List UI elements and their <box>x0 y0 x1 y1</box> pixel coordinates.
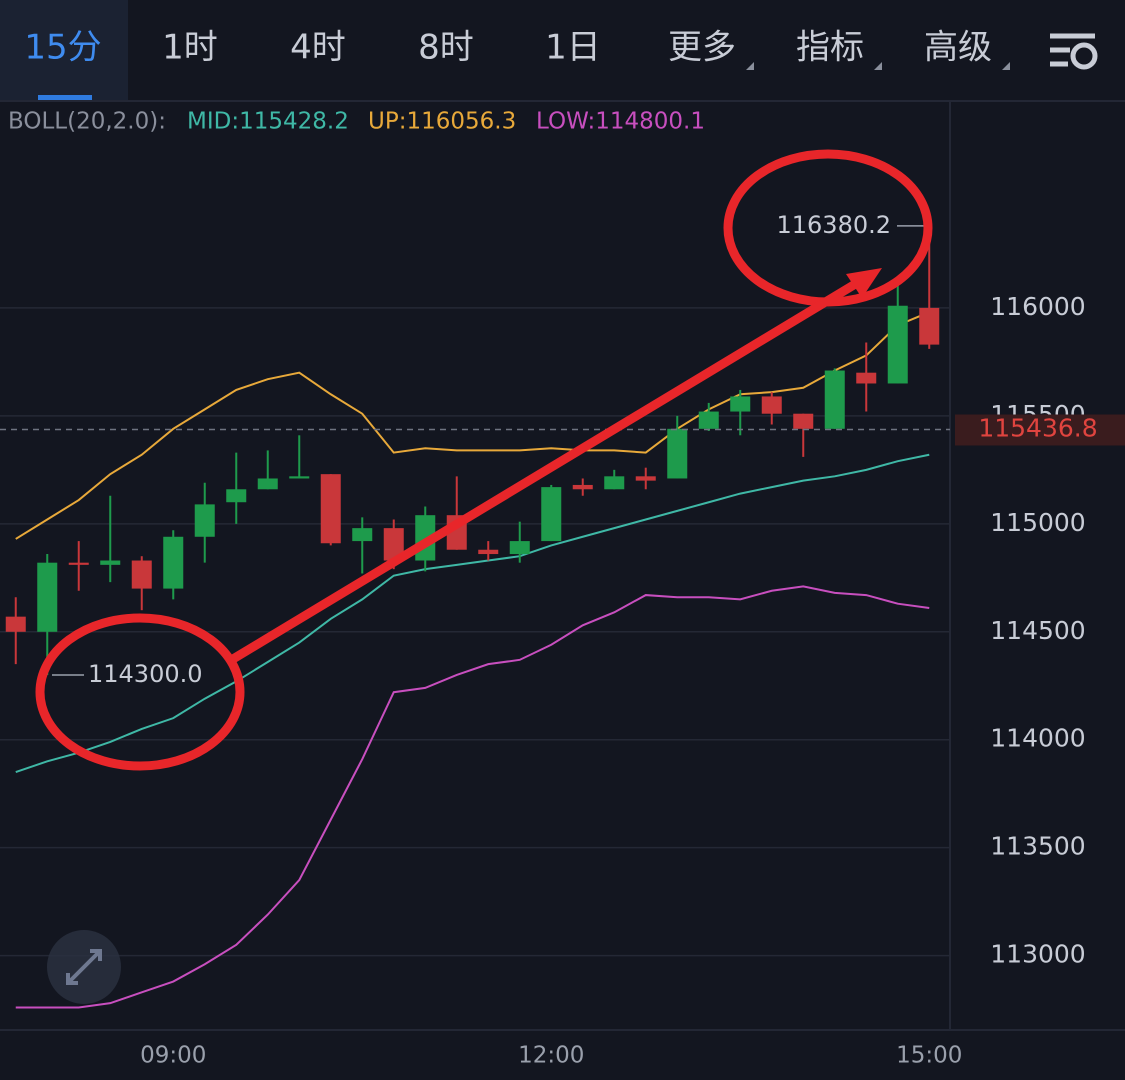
candle-body <box>824 370 845 429</box>
tab[interactable]: 高级 <box>924 28 992 68</box>
last-price-label: 115436.8 <box>978 414 1097 443</box>
indicator-mid: MID:115428.2 <box>187 109 349 135</box>
indicator-up: UP:116056.3 <box>368 109 516 135</box>
y-tick-label: 116000 <box>990 292 1085 321</box>
tab[interactable]: 指标 <box>796 28 864 68</box>
tab-bar: 15分 1时 4时 8时 1日 更多 指标 高级 <box>24 28 1010 70</box>
candle-body <box>730 396 751 412</box>
active-tab-bg <box>0 0 128 100</box>
candle-body <box>698 411 719 429</box>
tab[interactable]: 1日 <box>545 28 601 68</box>
candle-body <box>793 413 814 429</box>
candle-body <box>667 428 688 479</box>
arrow-line <box>225 276 865 666</box>
chart: 1130001135001140001145001150001155001160… <box>0 211 1125 1069</box>
extreme-label: 116380.2 <box>776 211 891 239</box>
x-tick-label: 15:00 <box>896 1043 962 1069</box>
button-icon <box>66 949 102 985</box>
tab[interactable]: 15分 <box>24 28 101 68</box>
candle-body <box>226 489 247 503</box>
indicator-label: BOLL(20,2.0): <box>8 109 166 135</box>
candle-body <box>320 474 341 544</box>
last-price-tag <box>955 414 1125 446</box>
candle-body <box>37 562 58 632</box>
candle-body <box>68 562 89 565</box>
candle-body <box>100 560 121 565</box>
candle-body <box>635 476 656 481</box>
icon-gear <box>1070 42 1098 70</box>
candle-body <box>383 528 404 561</box>
candle-body <box>478 549 499 555</box>
settings-icon[interactable] <box>1050 33 1098 70</box>
indicator-low: LOW:114800.1 <box>536 109 705 135</box>
y-tick-label: 115000 <box>990 508 1085 537</box>
candle-body <box>163 536 184 589</box>
candle-body <box>604 476 625 490</box>
candle-body <box>509 541 530 555</box>
x-tick-label: 09:00 <box>140 1043 206 1069</box>
candle-body <box>131 560 152 589</box>
dropdown-caret <box>1002 62 1010 70</box>
y-tick-label: 114500 <box>990 616 1085 645</box>
fullscreen-button[interactable] <box>47 930 121 1004</box>
candle-body <box>257 478 278 490</box>
candle-body <box>289 476 310 479</box>
tab[interactable]: 4时 <box>290 28 346 68</box>
candle-body <box>5 616 26 632</box>
y-tick-label: 114000 <box>990 724 1085 753</box>
dropdown-caret <box>874 62 882 70</box>
candle-body <box>572 484 593 490</box>
arrow-head <box>846 268 882 298</box>
x-tick-label: 12:00 <box>518 1043 584 1069</box>
candle-body <box>541 487 562 542</box>
y-tick-label: 113500 <box>990 832 1085 861</box>
active-tab-underline <box>38 95 92 100</box>
candle-body <box>887 305 908 384</box>
circle-annotation <box>35 613 245 771</box>
tab[interactable]: 1时 <box>162 28 218 68</box>
tab[interactable]: 更多 <box>668 28 736 68</box>
candle-body <box>919 307 940 345</box>
band-line <box>15 311 930 540</box>
band-line <box>15 453 930 774</box>
y-tick-label: 113000 <box>990 940 1085 969</box>
extreme-label: 114300.0 <box>88 660 203 688</box>
tab[interactable]: 8时 <box>418 28 474 68</box>
candle-body <box>194 504 215 537</box>
candle-body <box>761 396 782 414</box>
candle-body <box>352 528 373 542</box>
band-line <box>15 585 930 1009</box>
annotation <box>35 149 933 771</box>
dropdown-caret <box>746 62 754 70</box>
candle-body <box>856 372 877 384</box>
